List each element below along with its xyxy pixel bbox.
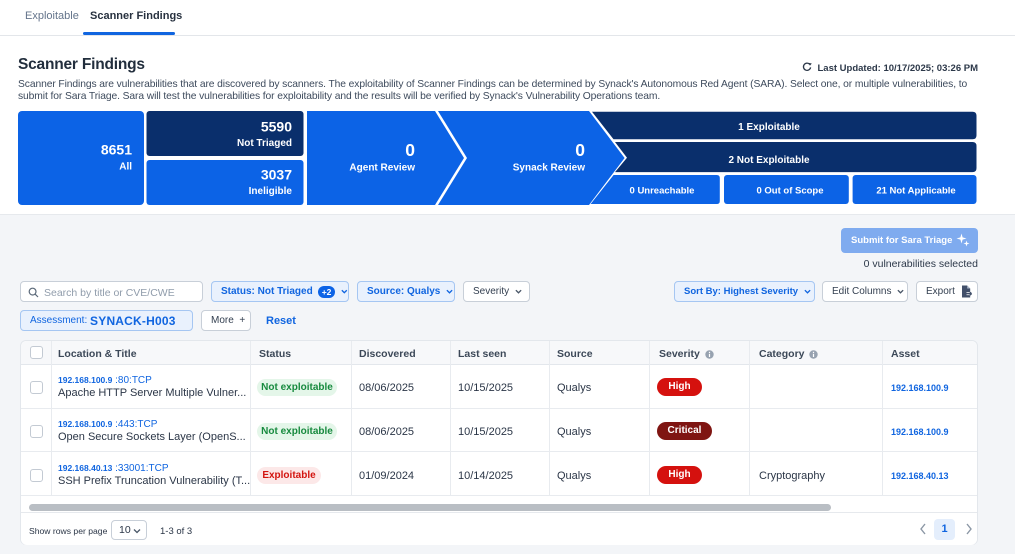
svg-text:21 Not Applicable: 21 Not Applicable xyxy=(876,186,955,197)
svg-text:0 Out of Scope: 0 Out of Scope xyxy=(756,186,823,197)
svg-text:Synack Review: Synack Review xyxy=(513,163,585,174)
svg-text:2 Not Exploitable: 2 Not Exploitable xyxy=(728,155,810,166)
svg-text:3037: 3037 xyxy=(261,167,292,183)
svg-text:5590: 5590 xyxy=(261,119,292,135)
svg-text:Ineligible: Ineligible xyxy=(249,186,293,197)
svg-text:All: All xyxy=(119,162,132,173)
svg-text:8651: 8651 xyxy=(101,142,132,158)
svg-text:Agent Review: Agent Review xyxy=(349,163,415,174)
svg-text:0: 0 xyxy=(575,140,585,160)
svg-text:Not Triaged: Not Triaged xyxy=(237,138,292,149)
svg-text:1 Exploitable: 1 Exploitable xyxy=(738,122,800,133)
svg-text:0: 0 xyxy=(405,140,415,160)
svg-text:0 Unreachable: 0 Unreachable xyxy=(630,186,695,197)
